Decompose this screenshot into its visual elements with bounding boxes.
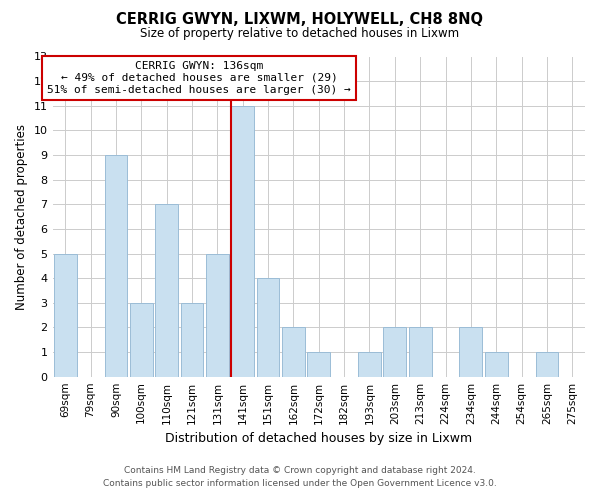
Text: Size of property relative to detached houses in Lixwm: Size of property relative to detached ho… <box>140 28 460 40</box>
Bar <box>460 328 482 376</box>
Bar <box>358 352 381 376</box>
Text: CERRIG GWYN, LIXWM, HOLYWELL, CH8 8NQ: CERRIG GWYN, LIXWM, HOLYWELL, CH8 8NQ <box>116 12 484 28</box>
Bar <box>104 155 127 376</box>
Bar <box>257 278 280 376</box>
Bar <box>181 303 203 376</box>
Bar <box>231 106 254 376</box>
Bar <box>307 352 330 376</box>
X-axis label: Distribution of detached houses by size in Lixwm: Distribution of detached houses by size … <box>165 432 472 445</box>
Bar <box>130 303 152 376</box>
Text: Contains HM Land Registry data © Crown copyright and database right 2024.
Contai: Contains HM Land Registry data © Crown c… <box>103 466 497 487</box>
Bar <box>383 328 406 376</box>
Y-axis label: Number of detached properties: Number of detached properties <box>15 124 28 310</box>
Bar <box>409 328 431 376</box>
Bar <box>206 254 229 376</box>
Bar <box>54 254 77 376</box>
Bar <box>282 328 305 376</box>
Text: CERRIG GWYN: 136sqm
← 49% of detached houses are smaller (29)
51% of semi-detach: CERRIG GWYN: 136sqm ← 49% of detached ho… <box>47 62 351 94</box>
Bar <box>155 204 178 376</box>
Bar <box>536 352 559 376</box>
Bar <box>485 352 508 376</box>
